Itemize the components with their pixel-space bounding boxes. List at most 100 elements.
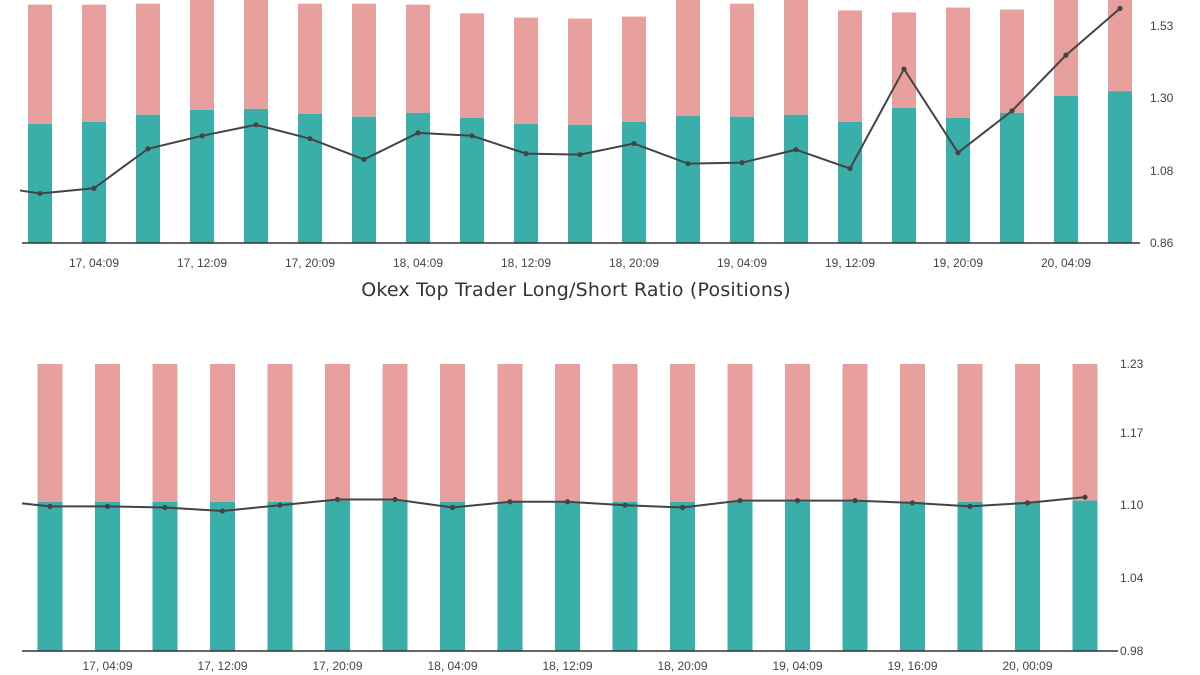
x-tick-label: 18, 12:09 — [542, 659, 592, 673]
ratio-point — [852, 498, 858, 504]
ratio-point — [277, 502, 283, 508]
short-bar — [555, 364, 580, 502]
long-bar — [514, 123, 538, 243]
short-bar — [892, 12, 916, 108]
long-bar — [440, 501, 465, 651]
x-tick-label: 19, 20:09 — [933, 256, 983, 270]
ratio-point — [955, 150, 961, 156]
ratio-point — [334, 496, 341, 503]
short-bar — [95, 364, 120, 502]
short-bar — [82, 4, 106, 122]
x-tick-label: 19, 04:09 — [772, 659, 822, 673]
long-bar — [267, 501, 293, 651]
short-bar — [497, 364, 523, 502]
ratio-point — [392, 496, 398, 503]
long-bar — [95, 501, 120, 651]
long-bar — [946, 117, 970, 243]
x-tick-label: 19, 04:09 — [717, 256, 767, 270]
x-tick-label: 19, 16:09 — [887, 659, 937, 673]
long-bar — [622, 121, 646, 243]
ratio-point — [104, 503, 111, 509]
long-bar — [325, 500, 350, 651]
long-bar — [730, 116, 754, 243]
ratio-point — [564, 499, 571, 505]
short-bar — [37, 364, 63, 502]
x-tick-label: 17, 20:09 — [312, 659, 362, 673]
short-bar — [298, 3, 322, 114]
ratio-point — [1009, 108, 1015, 114]
short-bar — [900, 364, 925, 502]
short-bar — [267, 364, 293, 502]
ratio-point — [847, 165, 853, 172]
y-tick-label: 0.98 — [1120, 644, 1144, 658]
short-bar — [28, 4, 52, 124]
short-bar — [406, 4, 430, 113]
ratio-point — [162, 504, 168, 511]
short-bar — [1015, 364, 1040, 502]
long-bar — [352, 116, 376, 243]
ratio-point — [577, 151, 583, 158]
long-bar — [28, 123, 52, 243]
short-bar — [152, 364, 178, 502]
ratio-point — [507, 499, 513, 505]
y-tick-label: 1.08 — [1150, 164, 1174, 178]
long-bar — [1000, 112, 1024, 243]
ratio-point — [469, 133, 475, 139]
long-bar — [1015, 501, 1040, 651]
long-bar — [1108, 91, 1132, 243]
short-bar — [440, 364, 465, 502]
short-bar — [1000, 9, 1024, 113]
long-bar — [136, 114, 160, 243]
y-tick-label: 1.10 — [1120, 498, 1144, 512]
short-bar — [670, 364, 695, 502]
long-bar — [892, 107, 916, 243]
ratio-line — [21, 496, 1086, 512]
ratio-point — [37, 190, 43, 197]
short-bar — [568, 18, 592, 125]
ratio-point — [1117, 5, 1123, 12]
short-bar — [514, 17, 538, 124]
short-bar — [957, 364, 983, 502]
ratio-point — [793, 147, 799, 153]
long-bar — [670, 501, 695, 651]
long-bar — [838, 121, 862, 243]
long-bar — [190, 109, 214, 243]
y-tick-label: 1.04 — [1120, 571, 1144, 585]
x-tick-label: 18, 12:09 — [501, 256, 551, 270]
ratio-line — [19, 7, 1121, 195]
ratio-point — [91, 185, 97, 191]
x-tick-label: 17, 04:09 — [69, 256, 119, 270]
y-tick-label: 1.53 — [1150, 19, 1174, 33]
ratio-point — [361, 156, 367, 163]
ratio-point — [967, 503, 973, 509]
x-tick-label: 17, 12:09 — [177, 256, 227, 270]
short-bar — [622, 16, 646, 122]
short-bar — [460, 13, 484, 118]
x-tick-label: 17, 20:09 — [285, 256, 335, 270]
long-bar — [568, 124, 592, 243]
ratio-point — [739, 160, 745, 166]
ratio-point — [1024, 500, 1031, 506]
long-bar — [382, 500, 408, 651]
short-bar — [838, 10, 862, 122]
y-tick-label: 1.17 — [1120, 426, 1144, 440]
long-bar — [612, 501, 638, 651]
ratio-point — [794, 498, 801, 504]
short-bar — [136, 3, 160, 115]
ratio-point — [737, 498, 743, 504]
long-bar — [555, 501, 580, 651]
long-bar — [727, 501, 753, 651]
short-bar — [382, 364, 408, 501]
short-bar — [1072, 364, 1098, 501]
chart-2: 0.98 1.04 1.10 1.17 1.23 17, 04:09 17, 12:09 17… — [21, 357, 1144, 673]
x-tick-label: 20, 04:09 — [1041, 256, 1091, 270]
long-bar — [1054, 95, 1078, 243]
long-bar — [210, 501, 235, 651]
long-bar — [785, 501, 810, 651]
y-tick-label: 1.23 — [1120, 357, 1144, 371]
ratio-point — [909, 500, 916, 506]
ratio-point — [622, 502, 628, 508]
ratio-point — [47, 503, 53, 509]
short-bar — [676, 0, 700, 116]
